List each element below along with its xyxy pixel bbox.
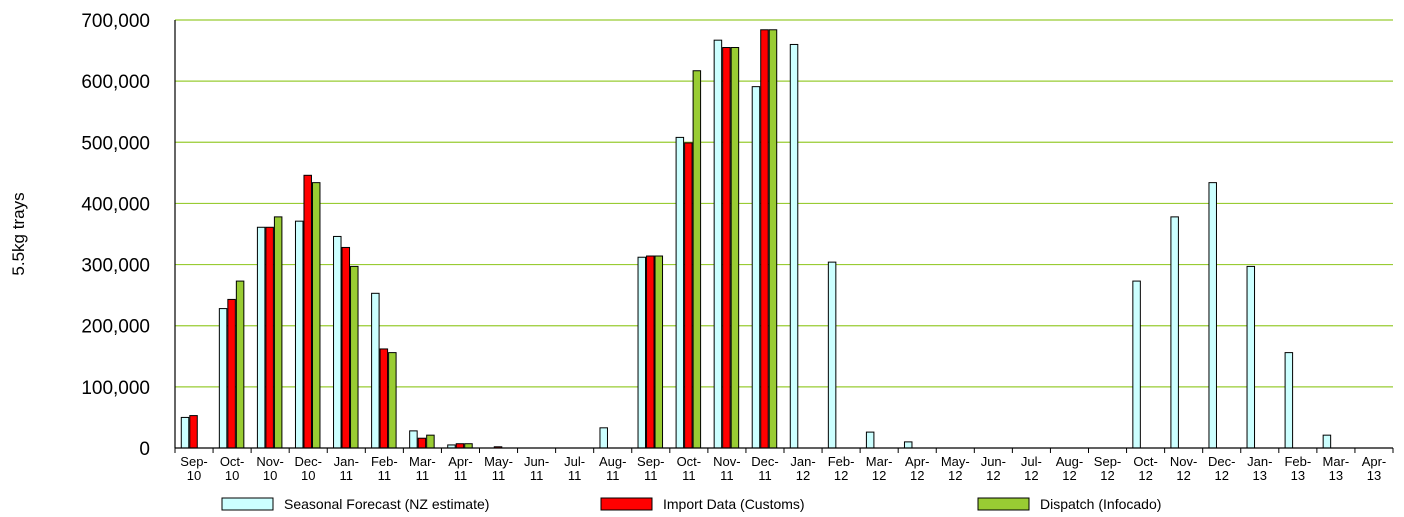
bar [273, 216, 283, 449]
bar [1284, 352, 1294, 449]
legend-swatch [221, 497, 274, 511]
bar [409, 430, 418, 449]
x-tick-label: Feb-11 [371, 454, 398, 483]
x-tick-label: Feb-12 [828, 454, 855, 483]
bar [713, 39, 723, 449]
bar [751, 86, 761, 449]
bar [303, 174, 312, 449]
x-tick-label: Jan-13 [1247, 454, 1272, 483]
x-tick-label: Jul-11 [564, 454, 585, 483]
x-tick-label: Aug-11 [599, 454, 626, 483]
bar [675, 136, 685, 449]
bar [294, 220, 304, 449]
bar [654, 255, 664, 449]
x-tick-label: Sep-10 [180, 454, 207, 483]
bar [265, 226, 274, 449]
bar [768, 29, 778, 449]
x-tick-label: Apr-12 [905, 454, 930, 483]
y-tick-label: 400,000 [81, 194, 150, 215]
bar [637, 256, 647, 449]
bar [1170, 216, 1179, 449]
bar [684, 142, 693, 449]
bar [333, 235, 342, 449]
x-tick-label: Sep-11 [637, 454, 664, 483]
x-tick-label: Mar-13 [1323, 454, 1350, 483]
x-tick-label: Dec-10 [294, 454, 321, 483]
y-tick-label: 0 [139, 439, 150, 460]
legend-swatch [600, 497, 653, 511]
y-tick-labels: 0 100,000 200,000 300,000 400,000 500,000 600,… [81, 11, 150, 460]
x-tick-label: Dec-11 [751, 454, 778, 483]
legend-label: Import Data (Customs) [663, 496, 805, 512]
bar [426, 434, 435, 449]
bar [599, 427, 608, 449]
x-tick-label: Feb-13 [1284, 454, 1311, 483]
y-tick-label: 200,000 [81, 317, 150, 338]
x-tick-label: Apr-11 [448, 454, 473, 483]
legend-label: Dispatch (Infocado) [1040, 496, 1161, 512]
bar [903, 441, 913, 449]
bar [1208, 182, 1217, 449]
bar [235, 280, 245, 449]
bar [379, 348, 389, 449]
x-tick-label: Oct-12 [1133, 454, 1158, 483]
bar [692, 70, 702, 449]
bar [311, 182, 321, 449]
bar [227, 298, 236, 449]
x-tick-labels: Sep-10 Oct-10 Nov-10 Dec-10 Jan-11 Feb-11 Mar-… [180, 454, 1386, 483]
bar [1246, 265, 1256, 449]
bar [455, 443, 465, 449]
bar [388, 352, 397, 449]
x-tick-label: Nov-11 [713, 454, 740, 483]
x-tick-label: Nov-10 [256, 454, 283, 483]
bar [218, 308, 228, 449]
bar [827, 261, 837, 449]
bar [730, 47, 740, 449]
bar [865, 431, 875, 449]
x-tick-label: Dec-12 [1208, 454, 1235, 483]
bar [722, 47, 731, 449]
x-tick-label: Mar-11 [409, 454, 436, 483]
bar [350, 265, 359, 449]
bar [789, 43, 799, 449]
bar [417, 437, 427, 449]
x-tick-label: Aug-12 [1056, 454, 1083, 483]
bar [189, 415, 198, 449]
bar [1322, 434, 1332, 449]
y-tick-label: 500,000 [81, 133, 150, 154]
bars [180, 29, 1332, 449]
y-axis-label: 5.5kg trays [9, 192, 28, 275]
y-tick-label: 100,000 [81, 378, 150, 399]
legend: Seasonal Forecast (NZ estimate) Import Da… [221, 496, 1161, 512]
bar [646, 255, 655, 449]
bar [341, 246, 351, 449]
y-tick-label: 300,000 [81, 256, 150, 277]
x-tick-label: Jul-12 [1021, 454, 1042, 483]
x-tick-label: Nov-12 [1170, 454, 1197, 483]
x-tick-label: Apr-13 [1362, 454, 1387, 483]
x-tick-label: Jan-12 [790, 454, 815, 483]
x-tick-label: May-11 [484, 454, 513, 483]
bar [760, 29, 769, 449]
bar [256, 226, 266, 449]
x-tick-label: May-12 [941, 454, 970, 483]
x-tick-label: Sep-12 [1094, 454, 1121, 483]
x-tick-label: Mar-12 [866, 454, 893, 483]
bar [1132, 280, 1141, 449]
bar [371, 292, 380, 449]
y-tick-label: 600,000 [81, 72, 150, 93]
x-tick-label: Oct-10 [220, 454, 245, 483]
x-tick-label: Jun-11 [524, 454, 549, 483]
legend-label: Seasonal Forecast (NZ estimate) [284, 496, 489, 512]
y-tick-label: 700,000 [81, 11, 150, 32]
axes [174, 20, 1394, 453]
x-tick-label: Jan-11 [334, 454, 359, 483]
bar [180, 416, 190, 449]
legend-swatch [977, 497, 1030, 511]
bar [464, 443, 473, 449]
x-tick-label: Oct-11 [677, 454, 702, 483]
x-tick-label: Jun-12 [981, 454, 1006, 483]
